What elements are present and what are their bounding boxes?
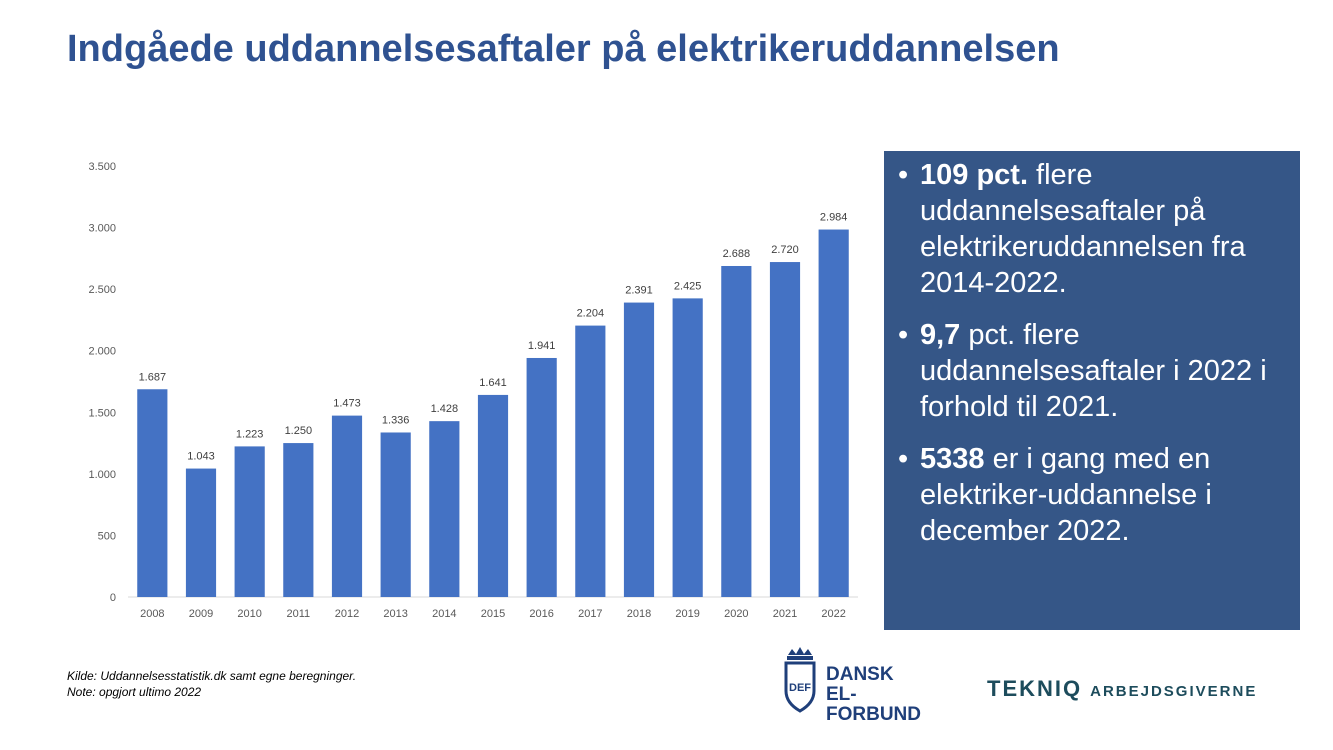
highlight-text: flere uddannelsesaftaler på elektrikerud… <box>920 159 1246 299</box>
bar <box>623 302 655 597</box>
x-tick-label: 2014 <box>432 608 456 620</box>
x-tick-label: 2020 <box>724 608 748 620</box>
bar <box>380 432 411 597</box>
bullet-dot: • <box>898 319 909 351</box>
y-tick-label: 2.500 <box>88 284 116 296</box>
data-label: 1.941 <box>528 340 556 352</box>
highlight-item: • 5338 er i gang med en elektriker-uddann… <box>898 441 1286 549</box>
bar <box>721 265 752 597</box>
tekniq-wordmark: TEKNIQ <box>987 676 1083 701</box>
x-tick-label: 2010 <box>237 608 261 620</box>
bar <box>137 389 168 597</box>
bar <box>185 468 217 597</box>
x-tick-label: 2022 <box>821 608 845 620</box>
y-tick-label: 500 <box>98 530 116 542</box>
y-tick-label: 1.500 <box>88 407 116 419</box>
x-tick-label: 2021 <box>773 608 797 620</box>
data-label: 2.984 <box>820 212 848 224</box>
source-text: Kilde: Uddannelsesstatistik.dk samt egne… <box>67 669 357 683</box>
x-tick-label: 2011 <box>287 608 311 620</box>
data-label: 2.391 <box>625 285 653 297</box>
x-tick-label: 2015 <box>481 608 505 620</box>
data-label: 2.204 <box>577 308 605 320</box>
data-label: 1.043 <box>187 451 215 463</box>
y-tick-label: 2.000 <box>88 346 116 358</box>
data-label: 1.641 <box>479 377 507 389</box>
bar <box>477 394 509 597</box>
x-tick-label: 2017 <box>578 608 602 620</box>
highlight-item: • 109 pct. flere uddannelsesaftaler på el… <box>898 157 1286 301</box>
highlights-panel: • 109 pct. flere uddannelsesaftaler på el… <box>884 151 1300 630</box>
bar <box>331 415 363 597</box>
data-labels: 1.687 1.043 1.223 1.250 1.473 1.336 1.428 1.641… <box>139 212 848 463</box>
source-note: Kilde: Uddannelsesstatistik.dk samt egne… <box>67 668 356 700</box>
bar <box>769 262 801 597</box>
highlight-bold: 5338 <box>920 443 985 475</box>
y-tick-label: 3.500 <box>88 161 116 173</box>
y-tick-label: 0 <box>110 592 116 604</box>
tekniq-subtitle: ARBEJDSGIVERNE <box>1090 683 1258 700</box>
data-label: 2.720 <box>771 244 799 256</box>
data-label: 1.336 <box>382 414 410 426</box>
slide-title: Indgåede uddannelsesaftaler på elektrike… <box>67 28 1060 70</box>
bullet-dot: • <box>898 443 909 475</box>
y-axis: 0 500 1.000 1.500 2.000 2.500 3.000 3.500 <box>88 161 116 604</box>
bar <box>429 421 460 597</box>
highlight-bold: 9,7 <box>920 319 961 351</box>
tekniq-logo: TEKNIQ ARBEJDSGIVERNE <box>987 676 1257 702</box>
data-label: 1.250 <box>285 425 313 437</box>
data-label: 1.687 <box>139 371 167 383</box>
note-text: Note: opgjort ultimo 2022 <box>67 685 202 699</box>
x-tick-label: 2019 <box>675 608 699 620</box>
data-label: 1.473 <box>333 398 361 410</box>
x-tick-label: 2018 <box>627 608 651 620</box>
y-tick-label: 3.000 <box>88 223 116 235</box>
bar <box>818 229 849 597</box>
x-tick-label: 2016 <box>529 608 553 620</box>
def-wordmark: DANSK EL-FORBUND <box>826 665 950 725</box>
y-tick-label: 1.000 <box>88 469 116 481</box>
bar <box>575 325 606 597</box>
data-label: 1.428 <box>431 403 459 415</box>
highlight-item: • 9,7 pct. flere uddannelsesaftaler i 202… <box>898 317 1286 425</box>
highlight-text: er i gang med en elektriker-uddannelse i… <box>920 443 1212 547</box>
bar-chart: 0 500 1.000 1.500 2.000 2.500 3.000 3.500 1.687… <box>88 161 858 620</box>
def-line2: EL-FORBUND <box>826 684 921 725</box>
data-label: 2.425 <box>674 280 702 292</box>
bar <box>672 298 703 597</box>
dansk-el-forbund-logo: DEF DANSK EL-FORBUND <box>780 645 950 725</box>
highlights-list: • 109 pct. flere uddannelsesaftaler på el… <box>898 157 1286 549</box>
highlight-bold: 109 pct. <box>920 159 1028 191</box>
bullet-dot: • <box>898 159 909 191</box>
bar <box>283 443 314 597</box>
def-line1: DANSK <box>826 664 894 685</box>
bar <box>234 446 265 597</box>
bars <box>137 229 849 597</box>
data-label: 2.688 <box>723 248 751 260</box>
x-axis: 2008 2009 2010 2011 2012 2013 2014 2015 2016 2017… <box>140 608 846 620</box>
def-emblem-icon: DEF <box>784 647 816 713</box>
x-tick-label: 2012 <box>335 608 359 620</box>
x-tick-label: 2009 <box>189 608 213 620</box>
bar <box>526 357 557 597</box>
highlight-text: pct. flere uddannelsesaftaler i 2022 i f… <box>920 319 1267 423</box>
x-tick-label: 2008 <box>140 608 164 620</box>
data-label: 1.223 <box>236 428 264 440</box>
x-tick-label: 2013 <box>383 608 407 620</box>
def-emblem-letters: DEF <box>789 682 811 694</box>
